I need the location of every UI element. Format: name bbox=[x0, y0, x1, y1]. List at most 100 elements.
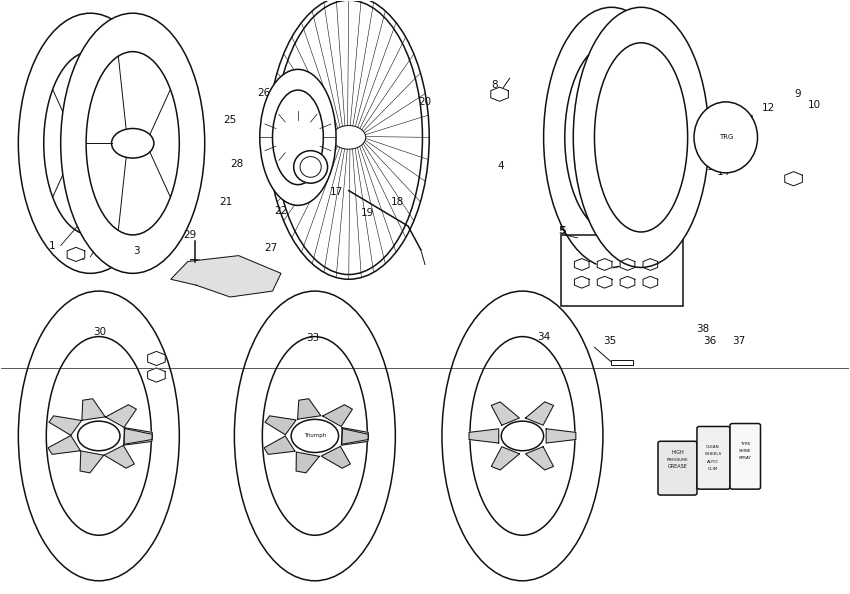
Polygon shape bbox=[264, 436, 295, 454]
Text: 23: 23 bbox=[287, 88, 300, 98]
Ellipse shape bbox=[86, 52, 179, 235]
Polygon shape bbox=[123, 429, 152, 445]
Text: 20: 20 bbox=[418, 97, 432, 107]
Text: 19: 19 bbox=[360, 208, 374, 218]
Text: 8: 8 bbox=[491, 80, 498, 90]
Circle shape bbox=[292, 419, 338, 453]
Circle shape bbox=[111, 128, 154, 158]
Text: 33: 33 bbox=[306, 333, 320, 343]
Polygon shape bbox=[124, 428, 152, 444]
Text: TYRE: TYRE bbox=[740, 442, 751, 446]
Text: WHEELS: WHEELS bbox=[705, 452, 722, 456]
Polygon shape bbox=[323, 405, 353, 426]
Polygon shape bbox=[491, 402, 519, 425]
Text: 4: 4 bbox=[498, 161, 505, 170]
Polygon shape bbox=[49, 416, 82, 435]
Polygon shape bbox=[296, 452, 320, 473]
Polygon shape bbox=[82, 399, 105, 421]
Polygon shape bbox=[620, 276, 635, 288]
Text: 30: 30 bbox=[93, 327, 106, 337]
Text: 26: 26 bbox=[258, 88, 270, 98]
Polygon shape bbox=[148, 368, 165, 382]
Text: 28: 28 bbox=[230, 159, 244, 169]
Polygon shape bbox=[148, 352, 165, 365]
Text: 13: 13 bbox=[706, 162, 720, 172]
Text: 22: 22 bbox=[275, 206, 287, 216]
Polygon shape bbox=[80, 451, 104, 473]
Ellipse shape bbox=[273, 90, 323, 185]
Text: GLIM: GLIM bbox=[708, 467, 718, 470]
Text: 14: 14 bbox=[717, 167, 730, 176]
Text: 29: 29 bbox=[184, 230, 197, 240]
Polygon shape bbox=[598, 276, 612, 288]
Polygon shape bbox=[298, 399, 320, 419]
Polygon shape bbox=[491, 447, 519, 470]
FancyBboxPatch shape bbox=[697, 426, 730, 489]
Polygon shape bbox=[321, 446, 350, 468]
Text: 7: 7 bbox=[731, 148, 738, 158]
Text: 12: 12 bbox=[762, 103, 774, 113]
Text: AUTO: AUTO bbox=[707, 460, 719, 463]
Text: 9: 9 bbox=[795, 89, 801, 99]
Polygon shape bbox=[575, 258, 589, 270]
Polygon shape bbox=[575, 276, 589, 288]
Text: 10: 10 bbox=[808, 100, 821, 110]
Circle shape bbox=[77, 421, 120, 451]
Polygon shape bbox=[547, 429, 575, 443]
Polygon shape bbox=[342, 429, 368, 445]
Text: SHINE: SHINE bbox=[739, 449, 751, 453]
Ellipse shape bbox=[60, 13, 205, 273]
Ellipse shape bbox=[573, 7, 709, 267]
Text: GREASE: GREASE bbox=[667, 465, 688, 469]
Polygon shape bbox=[48, 435, 81, 454]
Text: 11: 11 bbox=[743, 115, 756, 125]
Text: 31: 31 bbox=[154, 371, 167, 381]
Polygon shape bbox=[643, 276, 658, 288]
Text: 38: 38 bbox=[696, 324, 710, 334]
FancyBboxPatch shape bbox=[730, 424, 761, 489]
Polygon shape bbox=[598, 258, 612, 270]
FancyBboxPatch shape bbox=[658, 441, 697, 495]
Text: 5: 5 bbox=[558, 226, 565, 236]
Polygon shape bbox=[171, 255, 281, 297]
Text: 17: 17 bbox=[330, 187, 343, 197]
Ellipse shape bbox=[594, 43, 688, 232]
Text: 37: 37 bbox=[732, 336, 745, 346]
Text: 32: 32 bbox=[152, 355, 166, 365]
Text: 35: 35 bbox=[603, 336, 616, 346]
Polygon shape bbox=[785, 172, 802, 186]
Ellipse shape bbox=[294, 151, 327, 183]
Text: 6: 6 bbox=[793, 173, 799, 184]
Polygon shape bbox=[620, 258, 635, 270]
Polygon shape bbox=[525, 447, 553, 470]
Text: 25: 25 bbox=[224, 115, 237, 125]
Text: SPRAY: SPRAY bbox=[739, 456, 751, 460]
Polygon shape bbox=[469, 429, 499, 443]
Polygon shape bbox=[265, 416, 296, 435]
Text: 36: 36 bbox=[703, 336, 717, 346]
Text: 1: 1 bbox=[49, 241, 55, 251]
Text: 2: 2 bbox=[78, 252, 85, 262]
Circle shape bbox=[502, 421, 544, 451]
Bar bbox=[560, 235, 683, 306]
Polygon shape bbox=[643, 258, 658, 270]
Polygon shape bbox=[105, 446, 134, 468]
Text: 21: 21 bbox=[219, 197, 233, 207]
Text: TRG: TRG bbox=[718, 134, 733, 140]
Text: 24: 24 bbox=[270, 141, 283, 151]
Text: HIGH: HIGH bbox=[672, 450, 684, 454]
Polygon shape bbox=[342, 428, 368, 444]
Polygon shape bbox=[105, 405, 136, 427]
Text: 34: 34 bbox=[537, 331, 550, 342]
Ellipse shape bbox=[260, 69, 336, 206]
Text: PRESSURE: PRESSURE bbox=[666, 459, 688, 462]
Polygon shape bbox=[67, 247, 85, 261]
Bar bbox=[611, 360, 632, 365]
Ellipse shape bbox=[694, 102, 757, 173]
Polygon shape bbox=[490, 87, 508, 102]
Text: CLEAN: CLEAN bbox=[706, 445, 720, 448]
Text: 15: 15 bbox=[597, 176, 609, 187]
Text: 16: 16 bbox=[307, 165, 320, 175]
Text: 27: 27 bbox=[264, 244, 277, 254]
Text: 18: 18 bbox=[391, 197, 405, 207]
